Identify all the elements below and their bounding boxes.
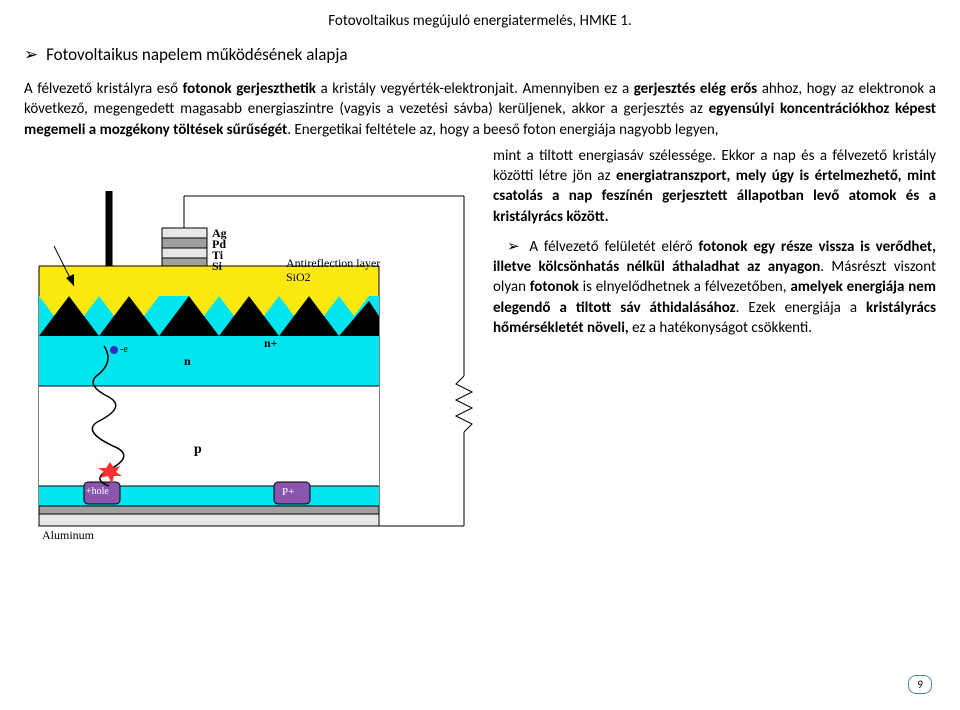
rp2-i: ez a hatékonyságot csökkenti. bbox=[629, 319, 812, 337]
hole-label: +hole bbox=[86, 486, 109, 497]
electron-label: -e bbox=[120, 344, 128, 355]
layer-si-label: Si bbox=[212, 259, 222, 274]
intro-text-b: fotonok gerjeszthetik bbox=[183, 80, 316, 98]
pplus-label: P+ bbox=[282, 486, 294, 498]
diagram-svg bbox=[24, 186, 479, 556]
solar-cell-diagram: Ag Pd Ti Si Antireflection layer SiO2 n … bbox=[24, 186, 479, 556]
intro-text-d: gerjesztés elég erős bbox=[634, 80, 757, 98]
top-metal-stack bbox=[162, 228, 207, 268]
intro-text-g: . Energetikai feltétele az, hogy a beeső… bbox=[287, 121, 718, 139]
heading-arrow-icon: ➢ bbox=[24, 45, 38, 64]
rp2-a: A félvezető felületét elérő bbox=[524, 238, 699, 256]
intro-paragraph: A félvezető kristályra eső fotonok gerje… bbox=[24, 79, 936, 140]
nplus-label: n+ bbox=[264, 336, 278, 351]
page-header: Fotovoltaikus megújuló energiatermelés, … bbox=[24, 12, 936, 30]
rp2-e: is elnyelődhetnek a félvezetőben, bbox=[579, 278, 791, 296]
rp2-d: fotonok bbox=[530, 278, 579, 296]
sio2-label: SiO2 bbox=[286, 270, 311, 285]
intro-text-a: A félvezető kristályra eső bbox=[24, 80, 183, 98]
header-text: Fotovoltaikus megújuló energiatermelés, … bbox=[328, 12, 632, 30]
right-text-column: mint a tiltott energiasáv szélessége. Ek… bbox=[493, 146, 936, 556]
page-number-text: 9 bbox=[917, 678, 923, 691]
rp2-g: . Ezek energiája a bbox=[736, 299, 866, 317]
heading-text: Fotovoltaikus napelem működésének alapja bbox=[46, 44, 347, 65]
right-paragraph-2: ➢ A félvezető felületét elérő fotonok eg… bbox=[493, 237, 936, 338]
right-paragraph-1: mint a tiltott energiasáv szélessége. Ek… bbox=[493, 146, 936, 227]
paragraph-arrow-icon: ➢ bbox=[507, 238, 520, 255]
aluminum-label: Aluminum bbox=[42, 528, 94, 543]
diagram-column: Ag Pd Ti Si Antireflection layer SiO2 n … bbox=[24, 146, 479, 556]
page-number: 9 bbox=[908, 675, 932, 694]
content-row: Ag Pd Ti Si Antireflection layer SiO2 n … bbox=[24, 146, 936, 556]
antireflection-label: Antireflection layer bbox=[286, 256, 380, 271]
p-label: p bbox=[194, 442, 202, 458]
intro-text-c: a kristály vegyérték-elektronjait. Amenn… bbox=[316, 80, 634, 98]
n-label: n bbox=[184, 354, 191, 369]
section-heading: ➢ Fotovoltaikus napelem működésének alap… bbox=[24, 44, 936, 65]
